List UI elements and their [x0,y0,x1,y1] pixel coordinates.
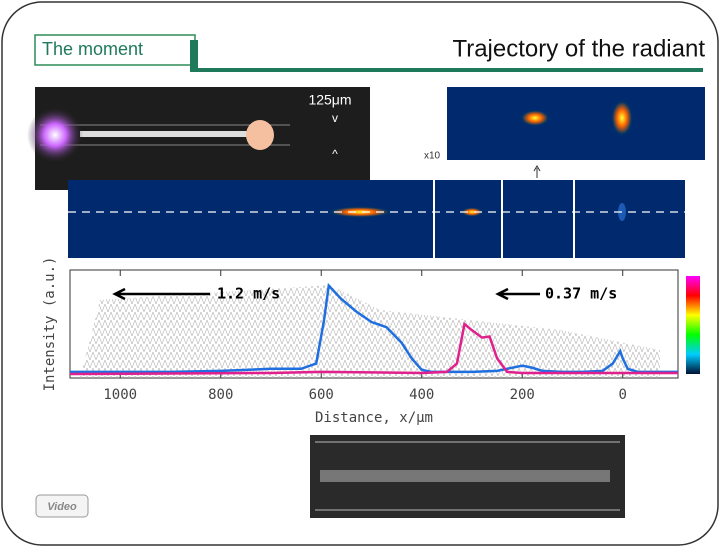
x-tick-label: 800 [208,387,233,403]
magnified-image [447,87,705,160]
waterfall [80,285,660,378]
x-tick-label: 0 [619,387,627,403]
video-button[interactable] [35,494,89,518]
title-rule [198,68,703,72]
x-axis-label: Distance, x/μm [315,410,433,426]
top-mark: v [332,111,338,125]
tag-box [34,34,196,66]
chart: 1000 800 600 400 200 0 [69,270,678,403]
magnification: x10 [424,151,441,162]
line-series [69,321,678,376]
tag: The moment [42,39,143,59]
scale-label: 125μm [308,92,351,108]
x-tick-label: 1000 [103,387,137,403]
annotation: 1.2 m/s [217,285,280,303]
photo [35,87,370,190]
colorbar [686,276,700,374]
image-strip [68,180,685,258]
bottom-mark: ^ [332,147,338,161]
x-tick-label: 200 [510,387,535,403]
x-tick-label: 400 [409,387,434,403]
x-tick-label: 600 [309,387,334,403]
tag-accent [190,40,198,72]
video-button-label[interactable]: Video [47,501,77,513]
annotation: 0.37 m/s [545,285,617,303]
y-axis-label: Intensity (a.u.) [42,257,58,392]
title: Trajectory of the radiant [452,35,705,62]
